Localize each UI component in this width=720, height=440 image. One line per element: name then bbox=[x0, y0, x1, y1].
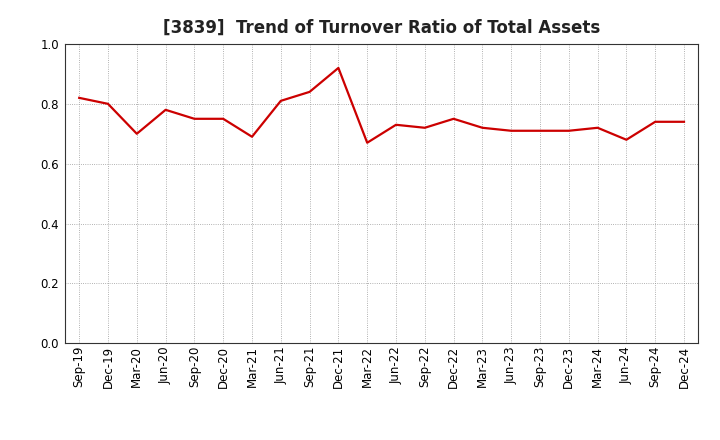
Title: [3839]  Trend of Turnover Ratio of Total Assets: [3839] Trend of Turnover Ratio of Total … bbox=[163, 19, 600, 37]
